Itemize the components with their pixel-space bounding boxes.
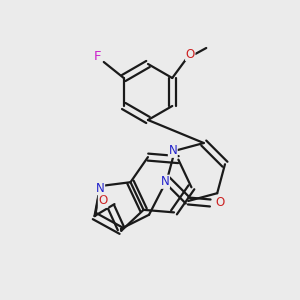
Text: N: N [160, 175, 169, 188]
Text: O: O [216, 196, 225, 209]
Text: F: F [94, 50, 101, 62]
Text: O: O [98, 194, 108, 207]
Text: N: N [96, 182, 105, 195]
Text: O: O [186, 47, 195, 61]
Text: N: N [168, 144, 177, 157]
